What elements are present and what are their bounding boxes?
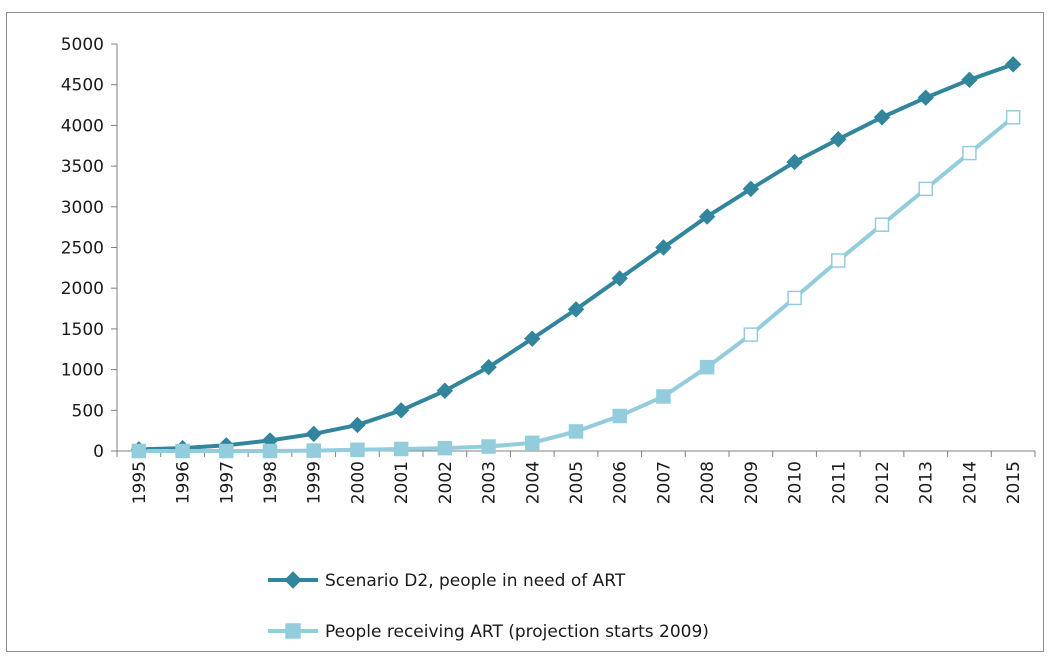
x-tick-label: 2007 [654,461,674,504]
axes: 0 500 1000 1500 2000 2500 3000 3500 4000 4500 5000… [61,35,1036,504]
y-tick-label: 2500 [61,239,104,259]
data-point-square-hollow [831,253,846,268]
y-tick-label: 4500 [61,76,104,96]
y-tick-label: 5000 [61,35,104,55]
x-tick-label: 2006 [611,461,631,504]
data-point-diamond [524,330,541,347]
y-tick-label: 3000 [61,198,104,218]
x-tick-label: 2011 [829,461,849,504]
y-tick-label: 2000 [61,279,104,299]
data-point-square [699,359,715,375]
data-point-square [437,440,453,456]
data-point-square-hollow [787,290,802,306]
data-point-square [175,443,190,459]
legend-label-1: Scenario D2, people in need of ART [325,571,626,591]
data-point-square [219,443,234,459]
y-tick-label: 500 [72,401,104,421]
data-point-diamond [917,89,934,106]
x-tick-label: 1997 [217,461,237,504]
y-tick-label: 1000 [61,361,104,381]
x-tick-label: 2005 [567,461,587,504]
legend: Scenario D2, people in need of ART People… [268,571,709,642]
data-point-diamond [480,358,497,376]
y-tick-label: 0 [93,442,104,462]
data-point-square [306,443,321,458]
data-point-square [393,441,409,457]
data-point-square [612,408,627,424]
legend-label-2: People receiving ART (projection starts … [325,622,709,642]
series-line-2 [138,115,1015,453]
data-point-diamond [655,239,672,256]
data-point-diamond [873,109,891,126]
data-point-square-hollow [1005,110,1021,125]
data-point-square-hollow [743,327,759,342]
x-tick-label: 1998 [261,461,281,504]
data-point-diamond [305,425,322,443]
data-point-square-hollow [874,217,890,232]
x-tick-label: 2001 [392,461,412,504]
x-tick-label: 2003 [480,461,500,504]
data-point-diamond [349,416,366,434]
x-tick-label: 2013 [917,461,937,504]
x-tick-label: 2012 [873,461,893,504]
data-point-diamond [392,402,410,419]
y-tick-label: 4000 [61,116,104,136]
x-tick-label: 1999 [305,461,325,504]
data-point-diamond [1004,56,1022,73]
data-point-diamond [698,208,716,225]
x-tick-label: 2008 [698,461,718,504]
data-point-square [525,435,540,451]
data-point-diamond [961,71,978,89]
x-tick-label: 2010 [786,461,806,504]
data-point-square [568,424,584,439]
x-tick-label: 1996 [174,461,194,504]
data-point-square-hollow [962,145,977,161]
data-point-diamond [611,270,628,287]
x-tick-label: 2014 [960,461,980,504]
data-point-square [131,443,147,459]
x-tick-label: 2002 [436,461,456,504]
data-point-diamond [436,382,454,399]
data-point-square [656,389,671,404]
chart-frame [6,12,1044,652]
series-markers [130,56,1022,459]
data-point-square [285,623,301,639]
data-point-square-hollow [918,181,933,197]
data-point-square [350,442,365,458]
y-tick-label: 3500 [61,157,104,177]
data-point-diamond [742,180,760,198]
x-tick-label: 2004 [523,461,543,504]
data-point-diamond [567,301,585,318]
x-tick-label: 1995 [130,461,150,504]
data-point-square [262,443,278,459]
data-point-diamond [830,131,847,148]
y-tick-label: 1500 [61,320,104,340]
data-point-square [481,439,496,454]
x-tick-label: 2000 [348,461,368,504]
data-point-diamond [284,571,302,589]
data-point-diamond [786,153,803,171]
x-tick-label: 2009 [742,461,762,504]
x-tick-label: 2015 [1004,461,1024,504]
